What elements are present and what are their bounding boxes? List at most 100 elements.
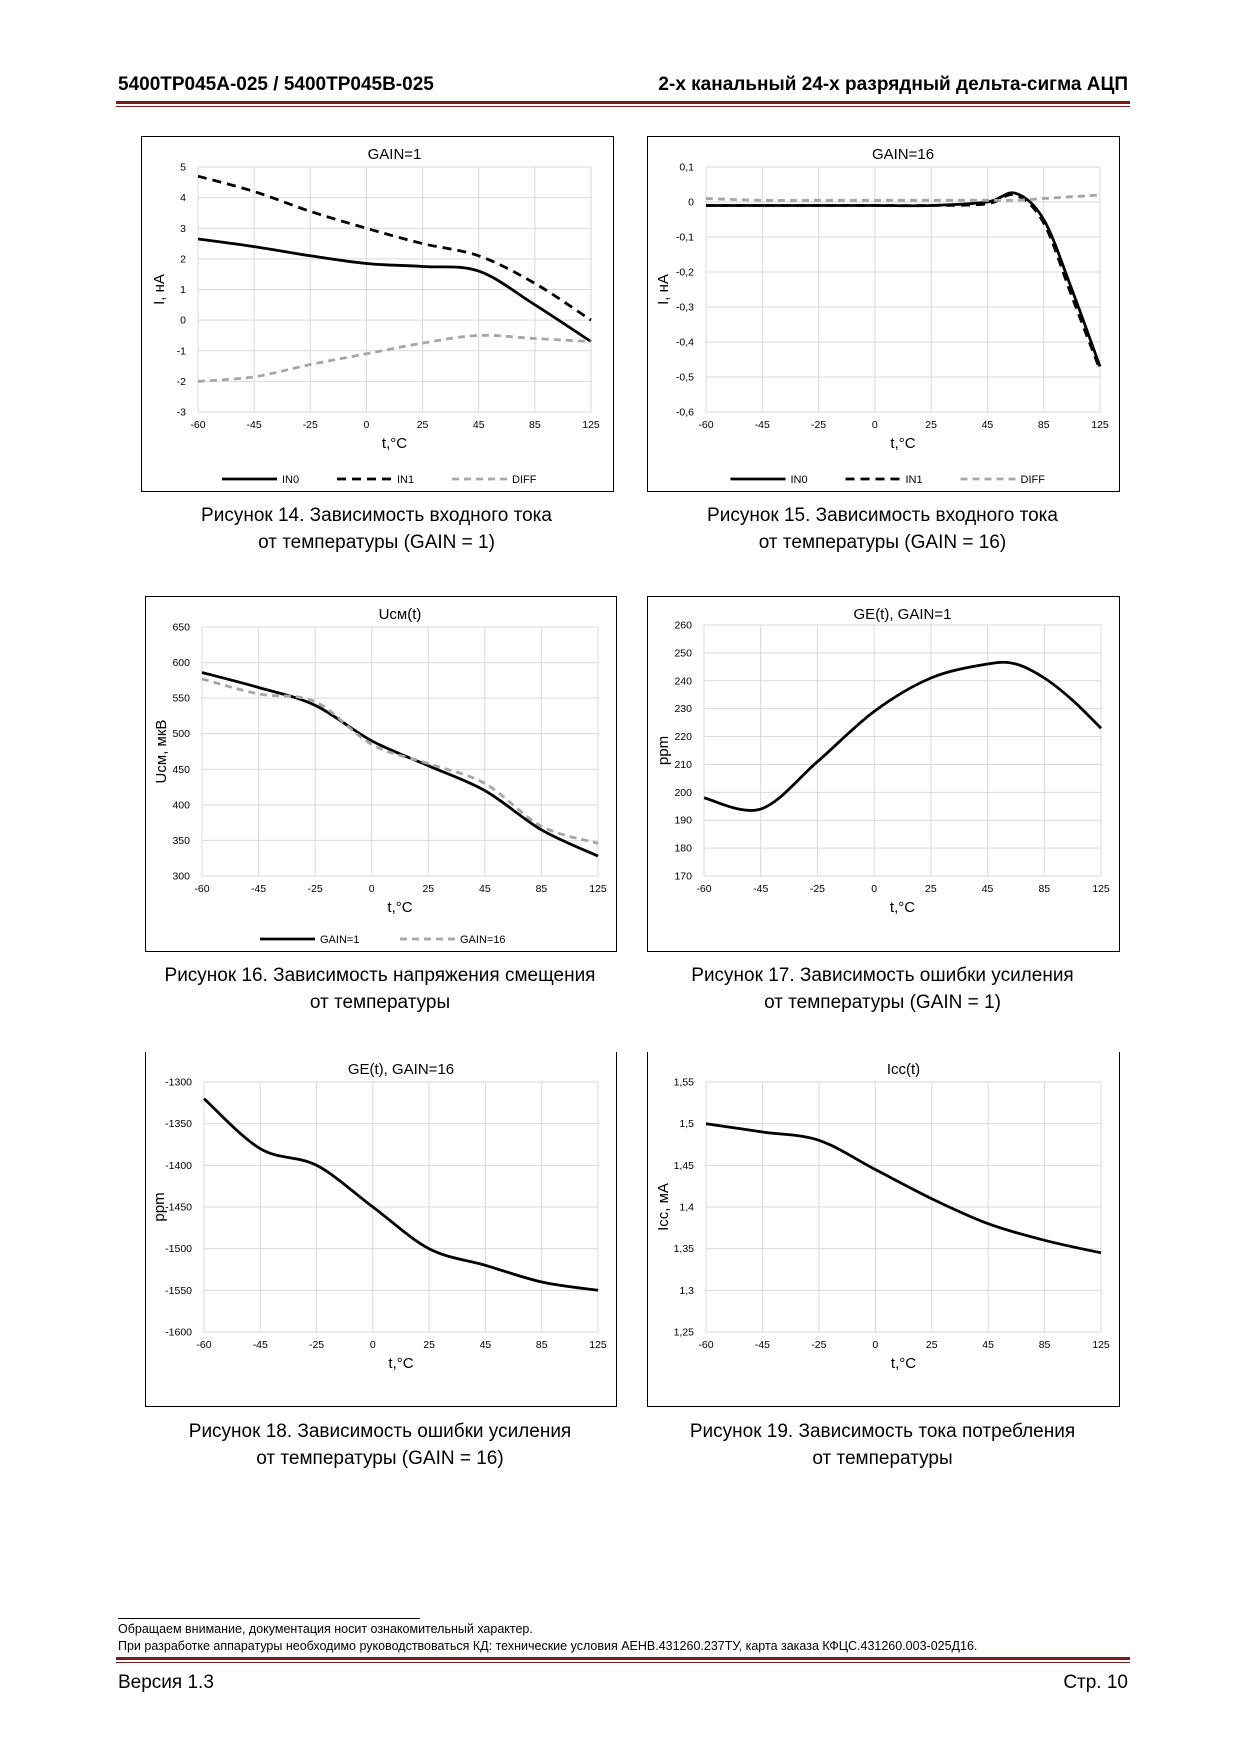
doc-subtitle: 2-х канальный 24-х разрядный дельта-сигм…	[658, 74, 1128, 95]
x-tick-label: -25	[309, 1339, 324, 1351]
y-tick-label: 600	[172, 657, 190, 669]
y-tick-label: -1350	[165, 1118, 192, 1130]
y-tick-label: 1,25	[674, 1327, 695, 1339]
page-number: Стр. 10	[1063, 1672, 1128, 1693]
y-tick-label: 200	[674, 787, 692, 799]
caption-line-2: от температуры (GAIN = 1)	[764, 992, 1001, 1013]
x-tick-label: 25	[417, 419, 429, 431]
y-axis-label: ppm	[655, 736, 672, 765]
x-tick-label: -45	[753, 883, 768, 895]
x-tick-label: 45	[982, 883, 994, 895]
y-tick-label: 1,45	[674, 1160, 695, 1172]
y-tick-label: 1,3	[679, 1285, 694, 1297]
caption-line-1: Рисунок 17. Зависимость ошибки усиления	[691, 965, 1074, 986]
legend-label: DIFF	[1021, 474, 1046, 486]
series-line-main	[203, 1097, 599, 1292]
x-tick-label: -45	[251, 883, 266, 895]
x-axis-label: t,°C	[890, 435, 915, 452]
y-axis-label: I, нА	[655, 274, 672, 305]
x-tick-label: 45	[480, 1339, 492, 1351]
caption-line-1: Рисунок 18. Зависимость ошибки усиления	[188, 1421, 572, 1442]
x-axis-label: t,°C	[890, 899, 915, 916]
caption-line-1: Рисунок 15. Зависимость входного тока	[707, 505, 1058, 526]
y-tick-label: -2	[177, 376, 186, 388]
x-tick-label: 85	[1038, 883, 1050, 895]
caption-line-2: от температуры	[309, 992, 451, 1013]
chart-svg: -60 -45 -25 0 25 45 85 125 0,1 0 -0,1 -0,2 -0,3 -0,4 -…	[655, 146, 1109, 486]
y-tick-label: 220	[674, 731, 692, 743]
caption-line-2: от температуры	[812, 1448, 953, 1469]
figure-15: -60 -45 -25 0 25 45 85 125 0,1 0 -0,1 -0,2 -0,3 -0,4 -…	[647, 136, 1120, 492]
x-tick-label: 0	[370, 1339, 376, 1351]
y-tick-label: 450	[172, 764, 190, 776]
y-tick-label: 230	[674, 703, 692, 715]
caption-18: Рисунок 18. Зависимость ошибки усиления …	[145, 1418, 615, 1472]
y-tick-label: 1,35	[674, 1243, 695, 1255]
y-tick-label: 240	[674, 675, 692, 687]
x-tick-label: 25	[925, 883, 937, 895]
doc-title: 5400ТР045А-025 / 5400ТР045В-025	[118, 74, 434, 95]
caption-15: Рисунок 15. Зависимость входного тока от…	[647, 502, 1118, 556]
series-line-gain-16	[201, 677, 599, 845]
series-line-diff	[197, 333, 592, 383]
y-tick-label: -1300	[165, 1077, 192, 1089]
x-tick-label: 45	[982, 419, 994, 431]
x-tick-label: -60	[698, 1339, 713, 1351]
y-tick-label: 650	[172, 622, 190, 634]
chart-svg: -60 -45 -25 0 25 45 85 125 -1300 -1350 -1400 -1450 -…	[151, 1061, 607, 1372]
figure-18: -60 -45 -25 0 25 45 85 125 -1300 -1350 -1400 -1450 -…	[145, 1052, 617, 1407]
y-tick-label: 300	[172, 871, 190, 883]
y-tick-label: -1450	[165, 1202, 192, 1214]
x-tick-label: -25	[810, 883, 825, 895]
y-tick-label: 250	[674, 647, 692, 659]
figure-17: -60 -45 -25 0 25 45 85 125 260 250 240 230 220 210 200…	[647, 596, 1120, 952]
x-axis-label: t,°C	[891, 1355, 916, 1372]
x-tick-label: 85	[536, 1339, 548, 1351]
y-tick-label: -1	[177, 345, 186, 357]
y-tick-label: 2	[180, 253, 186, 265]
series-line-in0	[197, 237, 592, 343]
x-tick-label: 25	[925, 419, 937, 431]
y-tick-label: 4	[180, 192, 186, 204]
y-tick-label: -0,2	[676, 267, 694, 279]
series-line-in1	[197, 174, 592, 322]
x-tick-label: 125	[1092, 1339, 1110, 1351]
x-axis-label: t,°C	[387, 899, 412, 916]
legend-label: DIFF	[512, 474, 537, 486]
y-tick-label: 5	[180, 162, 186, 174]
legend-label: GAIN=1	[320, 934, 359, 946]
x-tick-label: -45	[755, 1339, 770, 1351]
y-tick-label: 170	[674, 871, 692, 883]
x-tick-label: 125	[589, 883, 607, 895]
footnote-line-2: При разработке аппаратуры необходимо рук…	[118, 1639, 978, 1653]
y-tick-label: 210	[674, 759, 692, 771]
caption-line-1: Рисунок 14. Зависимость входного тока	[201, 505, 552, 526]
y-tick-label: 1,5	[679, 1118, 694, 1130]
y-tick-label: 0	[180, 315, 186, 327]
x-tick-label: 125	[582, 419, 600, 431]
y-axis-label: Icc, мА	[655, 1183, 672, 1231]
chart-title: GAIN=1	[368, 146, 422, 163]
y-tick-label: -1550	[165, 1285, 192, 1297]
x-tick-label: -45	[247, 419, 262, 431]
header-rule	[116, 101, 1130, 104]
series-line-main	[703, 660, 1102, 812]
y-tick-label: 0	[688, 197, 694, 209]
chart-title: GAIN=16	[872, 146, 934, 163]
chart-title: Icc(t)	[887, 1061, 920, 1078]
x-tick-label: 0	[369, 883, 375, 895]
series-line-in1	[705, 192, 1102, 371]
caption-16: Рисунок 16. Зависимость напряжения смеще…	[120, 962, 640, 1016]
chart-svg: -60 -45 -25 0 25 45 85 125 650 600 550 500 450 400 350…	[153, 606, 607, 946]
y-tick-label: 550	[172, 693, 190, 705]
footnote-line-1: Обращаем внимание, документация носит оз…	[118, 1622, 533, 1636]
x-tick-label: 45	[473, 419, 485, 431]
x-tick-label: 85	[529, 419, 541, 431]
x-tick-label: -45	[253, 1339, 268, 1351]
y-tick-label: -0,6	[676, 407, 694, 419]
x-tick-label: -60	[190, 419, 205, 431]
y-tick-label: -3	[177, 407, 186, 419]
x-tick-label: 125	[589, 1339, 607, 1351]
chart-svg: -60 -45 -25 0 25 45 85 125 5 4 3 2 1 0 -1 -2 -3 GAIN=1 t,°…	[151, 146, 600, 486]
x-tick-label: 25	[422, 883, 434, 895]
